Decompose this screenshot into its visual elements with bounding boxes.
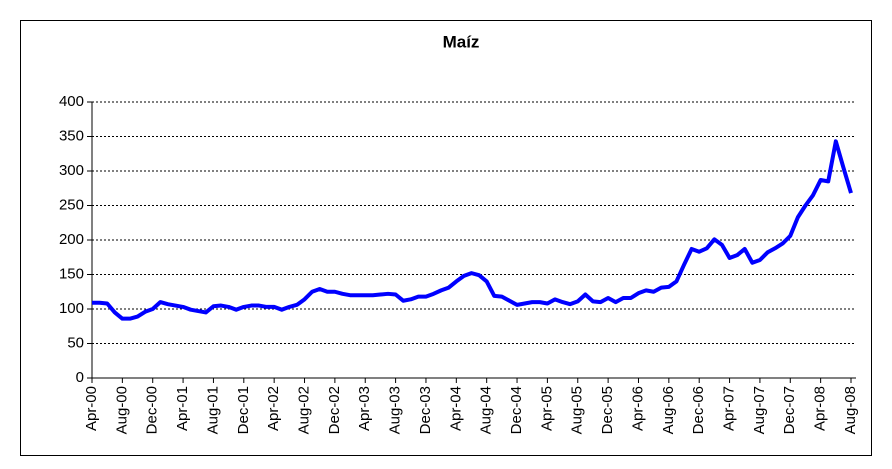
- y-tick-label: 150: [59, 265, 84, 282]
- y-tick-label: 100: [59, 300, 84, 317]
- x-tick-label: Aug-04: [478, 386, 495, 434]
- y-tick-label: 400: [59, 93, 84, 110]
- y-tick-label: 250: [59, 196, 84, 213]
- x-tick-label: Aug-05: [569, 386, 586, 434]
- y-tick-label: 200: [59, 231, 84, 248]
- x-tick-label: Dec-06: [690, 386, 707, 434]
- x-tick-label: Aug-03: [387, 386, 404, 434]
- x-tick-label: Aug-00: [113, 386, 130, 434]
- y-tick-label: 0: [76, 369, 84, 386]
- x-tick-label: Aug-01: [204, 386, 221, 434]
- x-tick-label: Apr-01: [174, 386, 191, 431]
- x-tick-label: Apr-07: [721, 386, 738, 431]
- line-series: [92, 139, 853, 321]
- x-tick-label: Apr-03: [356, 386, 373, 431]
- x-tick-label: Aug-08: [842, 386, 859, 434]
- x-tick-label: Aug-07: [751, 386, 768, 434]
- x-tick-label: Dec-05: [599, 386, 616, 434]
- x-tick-label: Apr-05: [538, 386, 555, 431]
- y-tick-label: 350: [59, 127, 84, 144]
- x-tick-label: Dec-00: [144, 386, 161, 434]
- y-tick-label: 50: [67, 334, 84, 351]
- x-tick-label: Apr-04: [447, 386, 464, 431]
- x-tick-label: Dec-04: [508, 386, 525, 434]
- x-tick-label: Apr-06: [629, 386, 646, 431]
- x-tick-label: Dec-01: [235, 386, 252, 434]
- chart-title: Maíz: [443, 32, 480, 51]
- x-tick-label: Apr-00: [83, 386, 100, 431]
- x-tick-label: Dec-02: [326, 386, 343, 434]
- x-tick-label: Apr-02: [265, 386, 282, 431]
- x-tick-label: Aug-06: [660, 386, 677, 434]
- x-tick-label: Aug-02: [295, 386, 312, 434]
- y-tick-label: 300: [59, 162, 84, 179]
- x-tick-label: Apr-08: [812, 386, 829, 431]
- x-tick-label: Dec-03: [417, 386, 434, 434]
- x-tick-label: Dec-07: [781, 386, 798, 434]
